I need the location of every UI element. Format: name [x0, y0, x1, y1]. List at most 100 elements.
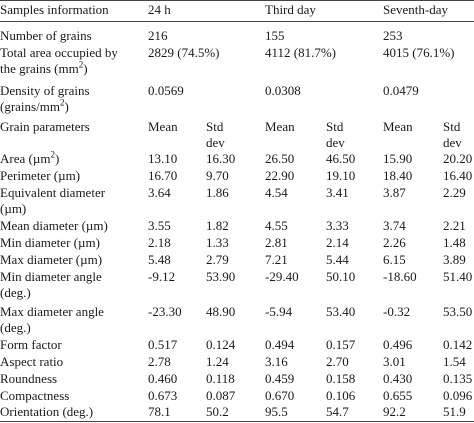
row-label: Area (µm2) [0, 149, 60, 166]
cell-third-day-std: 46.50 [326, 151, 356, 166]
cell-24h-mean: 3.64 [148, 185, 171, 200]
cell-24h-std: 50.2 [206, 404, 229, 419]
cell-seventh-day-std: 1.54 [443, 354, 466, 369]
cell-third-day-mean: 7.21 [265, 252, 288, 267]
cell-seventh-day-mean: -0.32 [383, 304, 411, 319]
row-label: Form factor [0, 337, 62, 352]
header-third-day: Third day [265, 2, 316, 17]
cell-24h: 2829 (74.5%) [148, 45, 220, 60]
subheader-std-dev: Std dev [326, 119, 345, 150]
cell-seventh-day-std: 1.48 [443, 235, 466, 250]
cell-24h-mean: -9.12 [148, 269, 176, 284]
cell-third-day: 4112 (81.7%) [265, 45, 337, 60]
cell-24h-std: 1.82 [206, 218, 229, 233]
cell-third-day-std: 54.7 [326, 404, 349, 419]
cell-24h-mean: 0.673 [148, 388, 178, 403]
cell-third-day-std: 3.33 [326, 218, 349, 233]
cell-third-day-std: 53.40 [326, 304, 356, 319]
cell-24h-std: 1.33 [206, 235, 229, 250]
row-label: Roundness [0, 371, 58, 386]
cell-24h-mean: 2.18 [148, 235, 171, 250]
cell-third-day-std: 19.10 [326, 168, 356, 183]
cell-seventh-day: 0.0479 [383, 83, 419, 98]
row-label: Aspect ratio [0, 354, 64, 369]
cell-third-day-mean: 4.55 [265, 218, 288, 233]
cell-24h-std: 16.30 [206, 151, 236, 166]
cell-seventh-day-mean: 3.74 [383, 218, 406, 233]
row-label: Perimeter (µm) [0, 168, 81, 183]
cell-seventh-day-mean: 3.87 [383, 185, 406, 200]
cell-24h-mean: 13.10 [148, 151, 178, 166]
cell-24h-std: 0.124 [206, 337, 236, 352]
subheader-mean: Mean [265, 119, 295, 134]
table-header-rule [0, 21, 474, 22]
cell-seventh-day-mean: 0.655 [383, 388, 413, 403]
cell-24h-mean: 78.1 [148, 404, 171, 419]
cell-third-day-mean: 26.50 [265, 151, 295, 166]
cell-seventh-day-mean: -18.60 [383, 269, 417, 284]
cell-24h-std: 2.79 [206, 252, 229, 267]
cell-seventh-day-std: 20.20 [443, 151, 473, 166]
cell-third-day-std: 3.41 [326, 185, 349, 200]
cell-seventh-day: 4015 (76.1%) [383, 45, 455, 60]
row-label: Mean diameter (µm) [0, 218, 108, 233]
header-24h: 24 h [148, 2, 171, 17]
row-label: Grain parameters [0, 119, 90, 134]
cell-third-day-mean: 0.459 [265, 371, 295, 386]
table-row: Equivalent diameter (µm) 3.64 1.86 4.54 3… [0, 185, 474, 217]
cell-seventh-day-mean: 2.26 [383, 235, 406, 250]
subheader-mean: Mean [383, 119, 413, 134]
cell-seventh-day-mean: 0.496 [383, 337, 413, 352]
cell-24h-std: 53.90 [206, 269, 236, 284]
cell-third-day-mean: 3.16 [265, 354, 288, 369]
row-label: Min diameter (µm) [0, 235, 100, 250]
header-samples-information: Samples information [0, 2, 109, 17]
cell-seventh-day-std: 3.89 [443, 252, 466, 267]
row-label: Total area occupied by the grains (mm2) [0, 45, 118, 76]
row-label: Compactness [0, 388, 70, 403]
table-row: Max diameter angle (deg.) -23.30 48.90 -5… [0, 304, 474, 336]
cell-seventh-day-mean: 15.90 [383, 151, 413, 166]
cell-seventh-day-std: 0.135 [443, 371, 473, 386]
cell-third-day-mean: 22.90 [265, 168, 295, 183]
cell-24h-std: 9.70 [206, 168, 229, 183]
cell-24h-mean: 16.70 [148, 168, 178, 183]
row-label: Equivalent diameter (µm) [0, 185, 106, 216]
subheader-mean: Mean [148, 119, 178, 134]
table-row: Total area occupied by the grains (mm2) 2… [0, 45, 474, 77]
cell-third-day-mean: 0.670 [265, 388, 295, 403]
cell-24h-std: 0.118 [206, 371, 235, 386]
cell-24h-mean: -23.30 [148, 304, 182, 319]
table-row: Density of grains (grains/mm2) 0.0569 0.0… [0, 83, 474, 115]
cell-seventh-day-mean: 92.2 [383, 404, 406, 419]
cell-third-day: 155 [265, 28, 285, 43]
cell-seventh-day-std: 0.142 [443, 337, 473, 352]
cell-third-day: 0.0308 [265, 83, 301, 98]
row-label: Density of grains (grains/mm2) [0, 83, 90, 114]
cell-seventh-day-mean: 3.01 [383, 354, 406, 369]
row-label: Number of grains [0, 28, 92, 43]
cell-seventh-day-std: 16.40 [443, 168, 473, 183]
cell-24h-mean: 3.55 [148, 218, 171, 233]
cell-24h-std: 1.24 [206, 354, 229, 369]
cell-seventh-day-std: 53.50 [443, 304, 473, 319]
cell-seventh-day-mean: 0.430 [383, 371, 413, 386]
subheader-std-dev: Std dev [443, 119, 462, 150]
row-label: Max diameter (µm) [0, 252, 103, 267]
cell-24h-std: 1.86 [206, 185, 229, 200]
cell-third-day-mean: 0.494 [265, 337, 295, 352]
grain-parameters-subheader: Grain parameters Mean Std dev Mean Std dev… [0, 119, 474, 151]
cell-seventh-day-mean: 18.40 [383, 168, 413, 183]
cell-seventh-day: 253 [383, 28, 403, 43]
header-seventh-day: Seventh-day [383, 2, 448, 17]
cell-third-day-mean: 2.81 [265, 235, 288, 250]
row-label: Min diameter angle (deg.) [0, 269, 102, 300]
cell-seventh-day-std: 51.9 [443, 404, 466, 419]
cell-third-day-mean: 4.54 [265, 185, 288, 200]
cell-24h-mean: 2.78 [148, 354, 171, 369]
cell-24h: 216 [148, 28, 168, 43]
cell-24h-mean: 0.517 [148, 337, 178, 352]
cell-third-day-std: 5.44 [326, 252, 349, 267]
cell-24h-std: 0.087 [206, 388, 236, 403]
cell-seventh-day-mean: 6.15 [383, 252, 406, 267]
